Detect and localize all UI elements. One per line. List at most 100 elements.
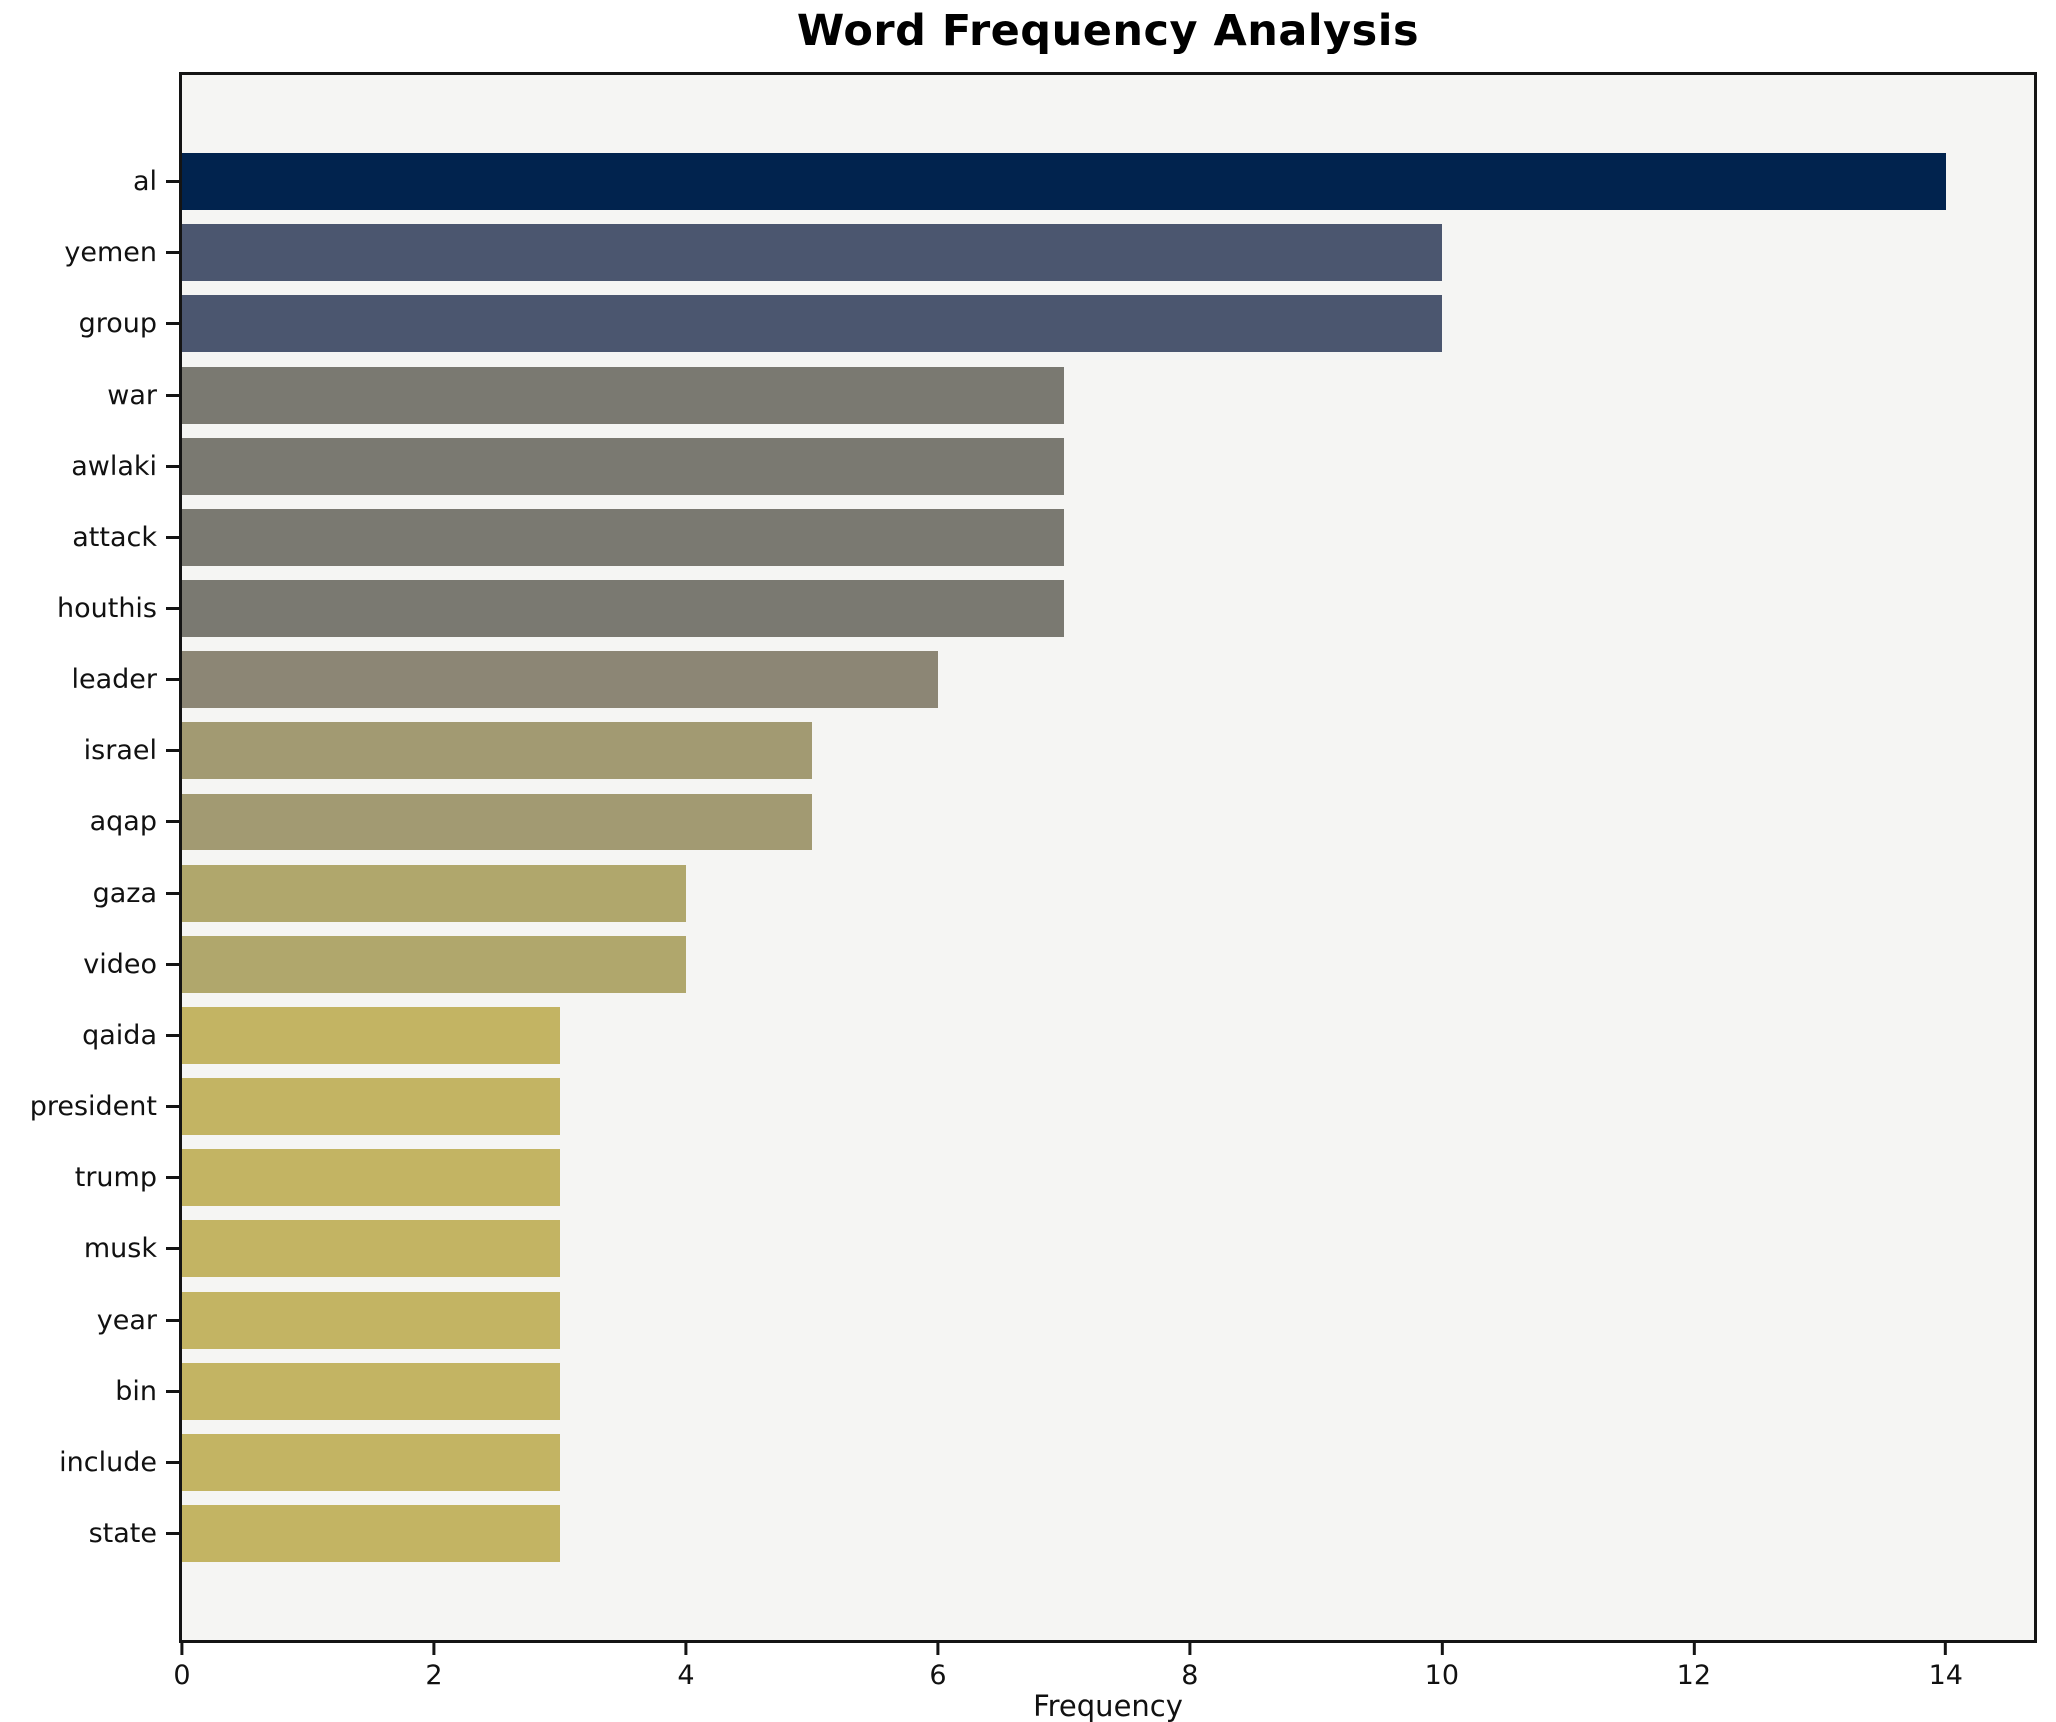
bar-row [182, 359, 2034, 430]
x-tick: 12 [1677, 1643, 1711, 1691]
bar-leader [182, 651, 938, 709]
y-tick-mark [166, 749, 179, 753]
bar-row [182, 715, 2034, 786]
x-axis-title: Frequency [1033, 1689, 1183, 1722]
x-tick-mark [1440, 1643, 1444, 1655]
bar-awlaki [182, 437, 1064, 495]
bar-row [182, 929, 2034, 1000]
bar-row [182, 1213, 2034, 1284]
bar-israel [182, 722, 812, 780]
y-tick-mark [166, 535, 179, 539]
y-tick-label: al [132, 166, 157, 198]
y-tick-row: houthis [0, 573, 179, 644]
x-tick-mark [936, 1643, 940, 1655]
x-tick-label: 8 [1181, 1660, 1199, 1691]
bar-row [182, 786, 2034, 857]
x-tick: 2 [425, 1643, 443, 1691]
y-tick-label: year [96, 1304, 157, 1336]
y-tick-row: attack [0, 502, 179, 573]
bar-row [182, 431, 2034, 502]
bars [182, 75, 2034, 1640]
y-tick-label: include [59, 1446, 157, 1478]
y-tick-row: year [0, 1285, 179, 1356]
x-tick: 10 [1425, 1643, 1459, 1691]
bar-year [182, 1291, 560, 1349]
x-tick-label: 14 [1928, 1660, 1963, 1691]
bar-row [182, 1427, 2034, 1498]
y-tick-row: al [0, 146, 179, 217]
bar-musk [182, 1220, 560, 1278]
y-tick-row: include [0, 1427, 179, 1498]
y-tick-label: musk [83, 1233, 157, 1265]
y-tick-label: yemen [64, 237, 157, 269]
y-tick-label: attack [72, 521, 157, 553]
y-tick-mark [166, 820, 179, 824]
plot-area [179, 72, 2037, 1643]
y-tick-row: yemen [0, 217, 179, 288]
y-tick-row: gaza [0, 858, 179, 929]
y-tick-label: group [78, 308, 157, 340]
y-tick-mark [166, 1033, 179, 1037]
x-tick-mark [180, 1643, 184, 1655]
y-tick-label: qaida [82, 1019, 157, 1051]
y-tick-label: video [83, 948, 157, 980]
y-tick-row: president [0, 1071, 179, 1142]
y-tick-mark [166, 1176, 179, 1180]
y-tick-label: israel [83, 735, 157, 767]
y-tick-label: gaza [92, 877, 157, 909]
bar-group [182, 295, 1442, 353]
y-tick-mark [166, 1389, 179, 1393]
y-tick-row: trump [0, 1142, 179, 1213]
y-tick-row: war [0, 359, 179, 430]
y-tick-row: leader [0, 644, 179, 715]
bar-war [182, 366, 1064, 424]
bar-bin [182, 1362, 560, 1420]
x-tick-mark [1944, 1643, 1948, 1655]
y-tick-row: israel [0, 715, 179, 786]
bar-include [182, 1433, 560, 1491]
bar-state [182, 1505, 560, 1562]
x-tick-mark [1692, 1643, 1696, 1655]
bar-row [182, 288, 2034, 359]
y-tick-label: awlaki [71, 450, 157, 482]
y-tick-label: state [88, 1518, 157, 1550]
y-tick-label: aqap [89, 806, 157, 838]
x-tick: 8 [1181, 1643, 1198, 1691]
y-tick-label: trump [74, 1162, 157, 1194]
bar-qaida [182, 1006, 560, 1064]
y-tick-mark [166, 1105, 179, 1109]
x-tick: 6 [929, 1643, 947, 1691]
bar-row [182, 644, 2034, 715]
x-tick-label: 0 [173, 1660, 191, 1691]
x-tick: 4 [677, 1643, 695, 1691]
x-axis-ticks: 0 2 4 6 8 10 12 14 [173, 1643, 2034, 1703]
bar-row [182, 1285, 2034, 1356]
bar-row [182, 1142, 2034, 1213]
bar-president [182, 1078, 560, 1136]
bar-row [182, 1356, 2034, 1427]
y-tick-row: awlaki [0, 431, 179, 502]
x-tick-label: 6 [929, 1660, 947, 1691]
bar-houthis [182, 580, 1064, 637]
x-tick-mark [432, 1643, 436, 1655]
bar-row [182, 1071, 2034, 1142]
x-tick-label: 10 [1424, 1660, 1460, 1691]
y-tick-mark [166, 322, 179, 326]
y-tick-label: houthis [56, 593, 157, 625]
bar-row [182, 502, 2034, 573]
bar-gaza [182, 864, 686, 922]
y-tick-mark [166, 1460, 179, 1464]
y-tick-mark [166, 1318, 179, 1322]
bar-row [182, 858, 2034, 929]
y-tick-row: group [0, 288, 179, 359]
bar-video [182, 935, 686, 993]
y-tick-row: video [0, 929, 179, 1000]
y-axis-labels: al yemen group war awlaki attack houthis leader… [0, 75, 179, 1640]
y-tick-label: leader [71, 664, 157, 696]
bar-al [182, 153, 1946, 211]
y-tick-label: president [29, 1091, 157, 1123]
y-tick-mark [166, 251, 179, 255]
y-tick-label: war [107, 379, 157, 411]
bar-attack [182, 508, 1064, 566]
